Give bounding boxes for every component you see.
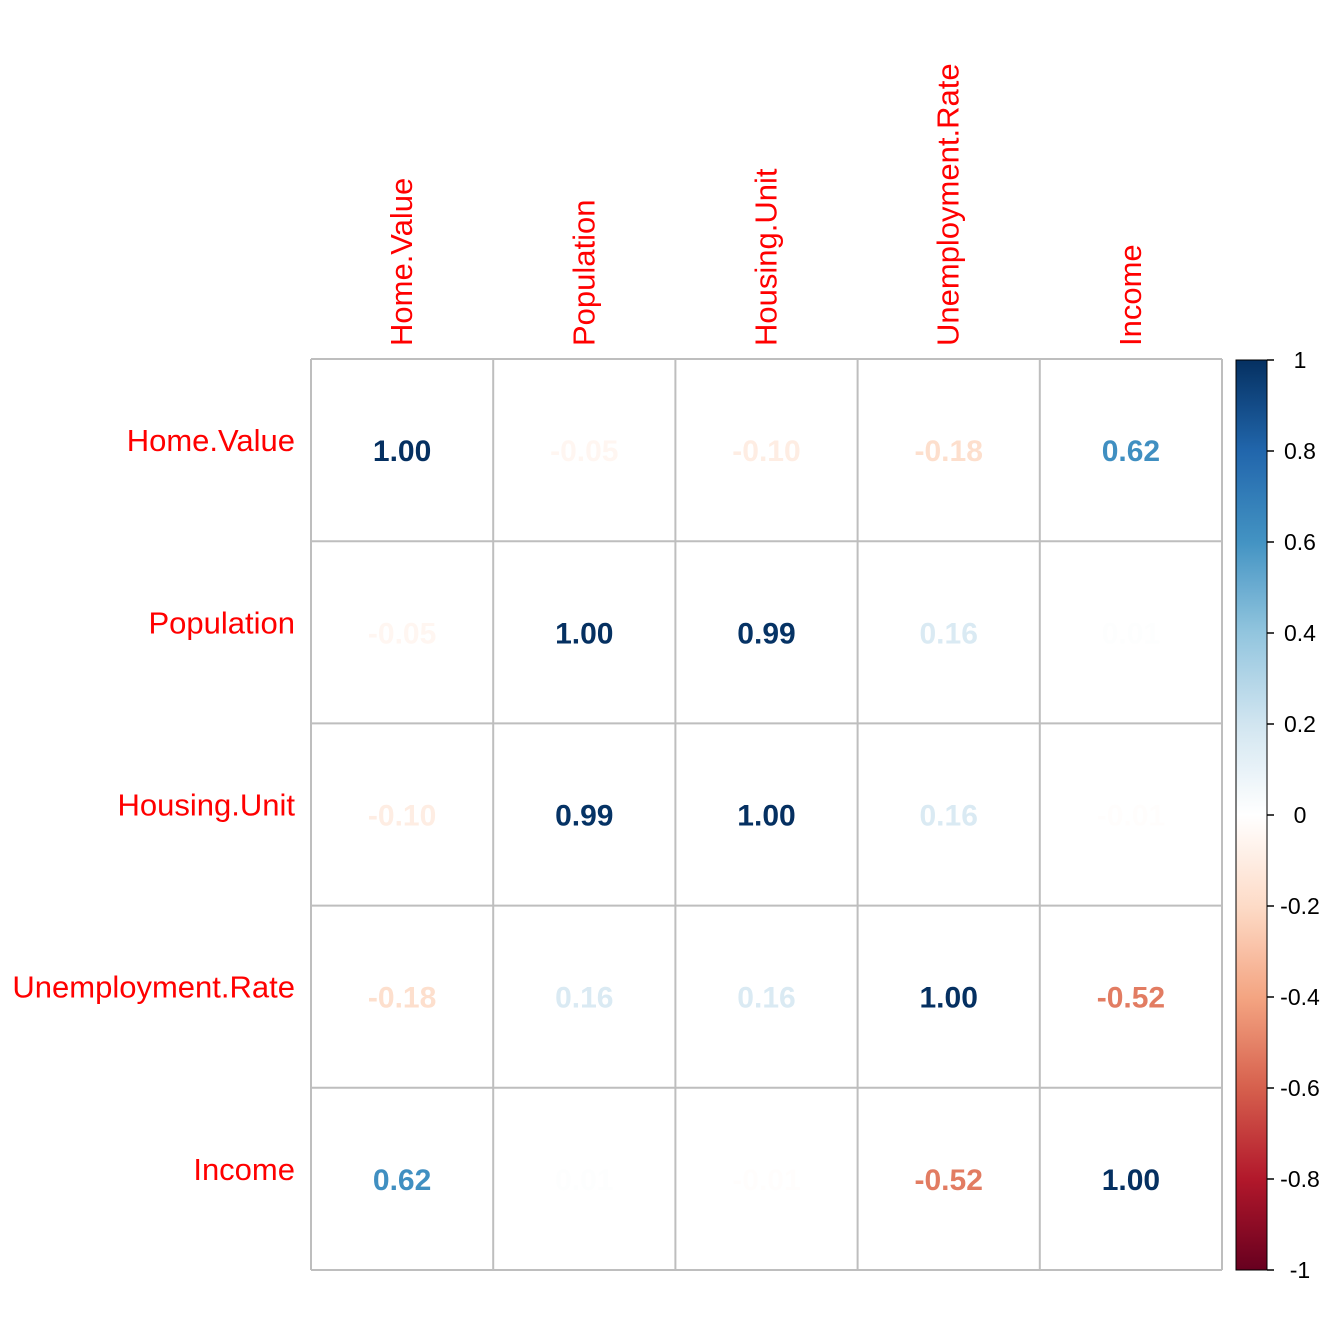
colorbar-tick-label-9: -0.8 — [1280, 1166, 1320, 1192]
cell-value-2-4: -0.01 — [1097, 800, 1165, 833]
cell-value-1-0: -0.05 — [368, 617, 436, 650]
cell-value-2-3: 0.16 — [920, 800, 978, 833]
row-label-3: Unemployment.Rate — [12, 970, 295, 1005]
cell-value-2-0: -0.10 — [368, 800, 436, 833]
cell-value-1-1: 1.00 — [555, 617, 613, 650]
color-legend: 1 0.8 0.6 0.4 0.2 0 -0.2 -0.4 -0.6 -0.8 -1 — [1235, 347, 1320, 1283]
cell-values: 1.00 -0.05 -0.10 -0.18 0.62 -0.05 1.00 0.99 0.16… — [368, 435, 1165, 1197]
colorbar-tick-label-10: -1 — [1290, 1257, 1310, 1283]
cell-value-3-4: -0.52 — [1097, 982, 1165, 1015]
row-label-2: Housing.Unit — [118, 788, 296, 823]
cell-value-4-3: -0.52 — [915, 1164, 983, 1197]
colorbar-tick-label-8: -0.6 — [1280, 1075, 1320, 1101]
colorbar-tick-label-2: 0.6 — [1284, 529, 1316, 555]
cell-value-4-2: -0.01 — [732, 1164, 800, 1197]
cell-value-0-3: -0.18 — [915, 435, 983, 468]
colorbar-gradient — [1235, 359, 1268, 1271]
grid-lines — [310, 358, 1223, 1271]
column-label-1: Population — [566, 199, 601, 346]
row-label-4: Income — [193, 1152, 295, 1187]
cell-value-3-3: 1.00 — [920, 982, 978, 1015]
colorbar-tick-label-1: 0.8 — [1284, 438, 1316, 464]
cell-value-4-0: 0.62 — [373, 1164, 431, 1197]
cell-value-3-2: 0.16 — [737, 982, 795, 1015]
column-label-3: Unemployment.Rate — [931, 63, 966, 346]
cell-value-2-2: 1.00 — [737, 800, 795, 833]
colorbar-tick-label-0: 1 — [1294, 347, 1307, 373]
colorbar-tick-label-6: -0.2 — [1280, 893, 1320, 919]
cell-value-0-4: 0.62 — [1102, 435, 1160, 468]
cell-value-3-0: -0.18 — [368, 982, 436, 1015]
cell-value-2-1: 0.99 — [555, 800, 613, 833]
colorbar-tick-label-3: 0.4 — [1284, 620, 1316, 646]
cell-value-0-0: 1.00 — [373, 435, 431, 468]
colorbar-tick-label-7: -0.4 — [1280, 984, 1320, 1010]
cell-value-1-4: 0.01 — [1102, 617, 1160, 650]
column-label-2: Housing.Unit — [749, 168, 784, 346]
cell-value-0-2: -0.10 — [732, 435, 800, 468]
cell-value-4-1: 0.01 — [555, 1164, 613, 1197]
row-labels: Home.Value Population Housing.Unit Unemploy… — [12, 423, 295, 1187]
column-label-4: Income — [1113, 244, 1148, 346]
column-label-0: Home.Value — [384, 178, 419, 346]
cell-value-0-1: -0.05 — [550, 435, 618, 468]
colorbar-tick-label-5: 0 — [1294, 802, 1307, 828]
cell-value-1-2: 0.99 — [737, 617, 795, 650]
cell-value-1-3: 0.16 — [920, 617, 978, 650]
row-label-1: Population — [148, 605, 295, 640]
colorbar-tick-label-4: 0.2 — [1284, 711, 1316, 737]
cell-value-3-1: 0.16 — [555, 982, 613, 1015]
cell-value-4-4: 1.00 — [1102, 1164, 1160, 1197]
row-label-0: Home.Value — [127, 423, 295, 458]
column-labels: Home.Value Population Housing.Unit Unemploy… — [384, 63, 1148, 346]
